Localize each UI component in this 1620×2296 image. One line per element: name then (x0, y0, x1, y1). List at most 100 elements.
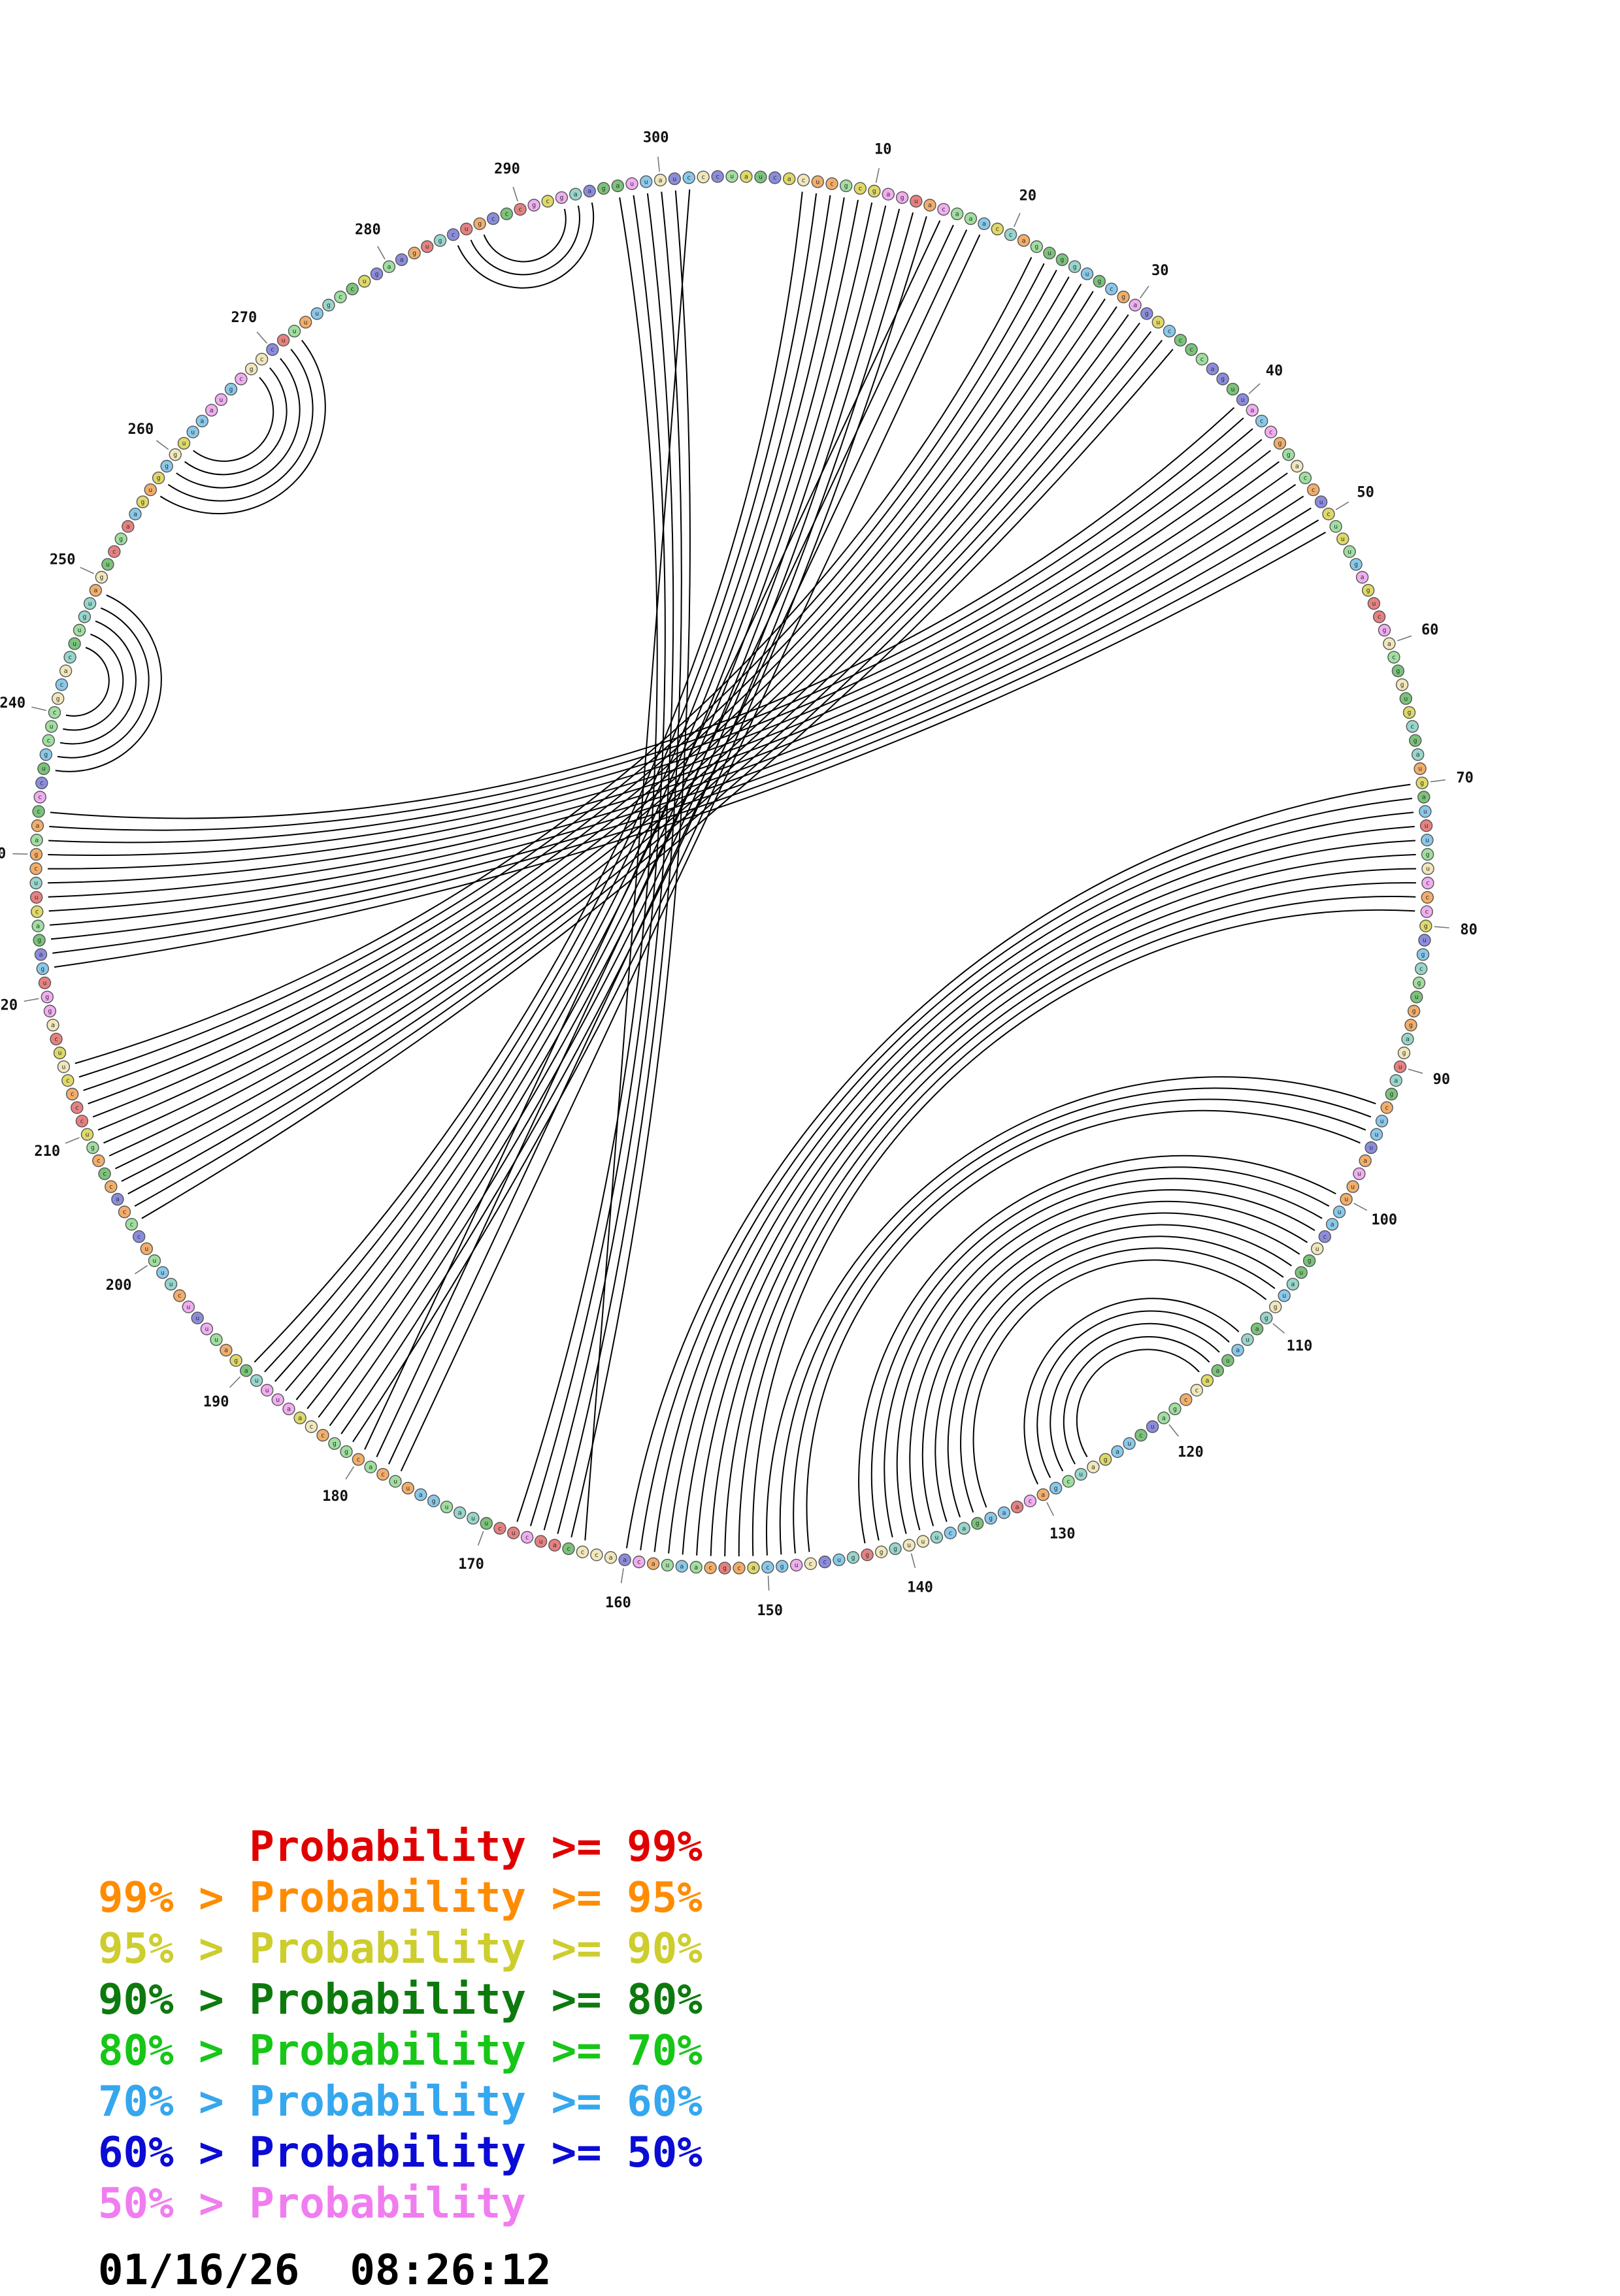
nucleotide-dot (1397, 1046, 1411, 1060)
base-pair-arc (470, 205, 580, 276)
nucleotide-letter: g (1354, 561, 1358, 568)
nucleotide-letter: u (914, 198, 918, 205)
nucleotide-letter: g (1409, 1022, 1413, 1029)
nucleotide-dot (889, 1542, 902, 1556)
nucleotide-dot (675, 1560, 689, 1573)
tick-leader-line (12, 853, 28, 855)
nucleotide-letter: g (1145, 310, 1149, 318)
nucleotide-dot (1310, 1242, 1324, 1255)
nucleotide-letter: u (759, 174, 763, 181)
nucleotide-letter: g (374, 271, 378, 278)
nucleotide-letter: a (287, 1406, 291, 1413)
nucleotide-dot (86, 1141, 99, 1155)
tick-label: 90 (1433, 1072, 1451, 1088)
base-pair-arc (1076, 1349, 1200, 1458)
nucleotide-letter: a (1002, 1509, 1006, 1517)
nucleotide-dot (1395, 678, 1409, 691)
tick-leader-line (156, 440, 169, 450)
nucleotide-letter: a (1116, 1449, 1119, 1456)
nucleotide-dot (63, 651, 76, 664)
nucleotide-letter: c (1410, 723, 1414, 730)
tick-label: 240 (0, 695, 25, 712)
nucleotide-dot (789, 1558, 803, 1572)
nucleotide-dot (811, 175, 825, 188)
nucleotide-dot (1421, 862, 1434, 876)
nucleotide-letter: c (737, 1565, 741, 1572)
tick-leader-line (135, 1265, 148, 1275)
nucleotide-dot (114, 533, 127, 546)
nucleotide-dot (1414, 962, 1428, 976)
nucleotide-letter: a (587, 188, 591, 195)
base-pair-arc (1050, 1322, 1220, 1471)
base-pair-arc (570, 190, 691, 1538)
nucleotide-dot (1343, 545, 1356, 558)
base-pair-arc (858, 1155, 1336, 1544)
base-pair-arc (50, 495, 1304, 926)
nucleotide-dot (446, 228, 460, 241)
tick-label: 120 (1178, 1445, 1204, 1461)
nucleotide-dot (944, 1526, 957, 1539)
nucleotide-letter: c (1303, 475, 1307, 482)
nucleotide-dot (200, 1322, 214, 1336)
base-pair-arcs (47, 189, 1417, 1556)
nucleotide-letter: g (1413, 738, 1417, 745)
nucleotide-letter: c (350, 286, 354, 293)
nucleotide-letter: a (1394, 1077, 1398, 1085)
nucleotide-letter: a (1255, 1326, 1259, 1333)
nucleotide-dot (1286, 1277, 1300, 1291)
nucleotide-dot (299, 316, 312, 329)
nucleotide-letter: g (780, 1563, 784, 1570)
nucleotide-letter: g (1407, 710, 1411, 717)
nucleotide-dot (453, 1506, 467, 1519)
base-pair-arc (134, 340, 1163, 1207)
nucleotide-letter: g (1073, 263, 1077, 271)
nucleotide-dot (493, 1522, 506, 1535)
base-pair-arc (921, 1212, 1300, 1526)
nucleotide-dot (1370, 1128, 1383, 1141)
nucleotide-letter: c (271, 346, 274, 353)
nucleotide-dot (902, 1539, 916, 1552)
nucleotide-dot (89, 583, 103, 597)
nucleotide-dot (874, 1545, 888, 1558)
nucleotide-letter: c (59, 681, 63, 689)
tick-leader-line (377, 246, 386, 260)
nucleotide-letter: c (948, 1530, 952, 1537)
nucleotide-dot (1117, 290, 1130, 304)
tick-label: 160 (605, 1595, 631, 1611)
nucleotide-dot (33, 791, 46, 804)
nucleotide-letter: c (71, 1091, 74, 1098)
nucleotide-letter: c (1066, 1478, 1070, 1485)
nucleotide-dot (733, 1562, 746, 1575)
nucleotide-dot (1408, 734, 1422, 747)
nucleotide-letter: g (880, 1549, 884, 1556)
nucleotide-letter: u (393, 1478, 397, 1485)
nucleotide-dot (310, 307, 323, 320)
nucleotide-dot (39, 748, 53, 761)
nucleotide-letter: u (1299, 1270, 1303, 1277)
nucleotide-letter: a (244, 1368, 248, 1375)
nucleotide-dot (1168, 1402, 1182, 1416)
nucleotide-dot (282, 1402, 295, 1416)
nucleotide-dot (37, 762, 50, 776)
nucleotide-letter: u (1344, 1196, 1348, 1204)
nucleotide-letter: c (122, 1209, 126, 1216)
nucleotide-dot (1332, 1205, 1346, 1219)
base-pair-arc (108, 306, 1117, 1156)
nucleotide-dot (984, 1511, 997, 1525)
nucleotide-dot (322, 299, 335, 312)
base-pair-arc (88, 276, 1070, 1105)
tick-label: 100 (1371, 1212, 1397, 1228)
nucleotide-letter: g (1060, 257, 1064, 264)
base-pair-arc (543, 193, 674, 1531)
base-pair-arc (83, 269, 1057, 1091)
base-pair-arc (352, 216, 927, 1443)
nucleotide-letter: a (1041, 1492, 1045, 1499)
nucleotide-dot (376, 1468, 389, 1481)
nucleotide-dot (29, 847, 43, 861)
nucleotide-letter: g (82, 614, 86, 621)
base-pair-arc (50, 507, 1312, 940)
tick-label: 80 (1460, 922, 1478, 938)
tick-label: 280 (355, 221, 381, 238)
nucleotide-letter: a (1406, 1036, 1410, 1043)
base-pair-arc (48, 484, 1297, 912)
